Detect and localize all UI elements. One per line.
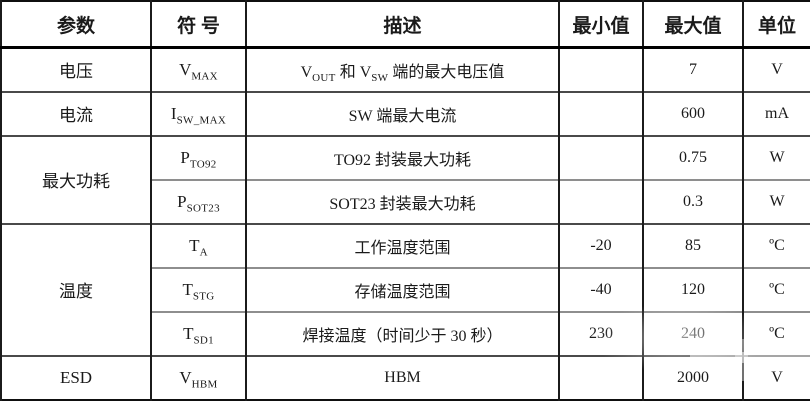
max-value-cell: 7 xyxy=(642,46,743,92)
param-cell: 电流 xyxy=(0,90,151,136)
min-value-cell xyxy=(558,134,643,180)
max-value-cell: 0.3 xyxy=(642,178,743,224)
min-value-cell xyxy=(558,90,643,136)
max-value-cell: 240 xyxy=(642,310,743,356)
header-row: 参数 符 号 描述 最小值 最大值 单位 xyxy=(0,1,810,49)
param-cell: 温度 xyxy=(0,222,151,356)
symbol-cell: TSD1 xyxy=(150,310,246,356)
symbol-cell: TA xyxy=(150,222,246,268)
description-cell: TO92 封装最大功耗 xyxy=(245,134,559,180)
unit-cell: V xyxy=(742,354,810,400)
table-row: 最大功耗 PTO92 TO92 封装最大功耗 0.75 W xyxy=(0,134,810,224)
description-cell: SOT23 封装最大功耗 xyxy=(245,178,559,224)
param-cell: ESD xyxy=(0,354,151,400)
unit-cell: ºC xyxy=(742,266,810,312)
symbol-cell: VHBM xyxy=(150,354,246,400)
param-cell: 最大功耗 xyxy=(0,134,151,224)
description-cell: 工作温度范围 xyxy=(245,222,559,268)
unit-cell: mA xyxy=(742,90,810,136)
symbol-cell: PTO92 xyxy=(150,134,246,180)
header-cell-min: 最小值 xyxy=(558,1,643,49)
table-row: TSTG 存储温度范围 -40 120 ºC xyxy=(1,266,810,312)
max-value-cell: 85 xyxy=(642,222,743,268)
max-value-cell: 2000 xyxy=(642,354,743,400)
description-cell: SW 端最大电流 xyxy=(245,90,559,136)
header-cell-symbol: 符 号 xyxy=(150,1,246,49)
header-cell-unit: 单位 xyxy=(742,1,810,49)
symbol-cell: TSTG xyxy=(150,266,246,312)
header-cell-description: 描述 xyxy=(245,1,559,49)
min-value-cell xyxy=(558,178,643,224)
table-row: 温度 TA 工作温度范围 -20 85 ºC xyxy=(0,222,810,356)
symbol-cell: PSOT23 xyxy=(150,178,246,224)
table-row: PSOT23 SOT23 封装最大功耗 0.3 W xyxy=(1,178,810,224)
param-cell: 电压 xyxy=(0,46,151,92)
min-value-cell xyxy=(558,354,643,400)
unit-cell: W xyxy=(742,134,810,180)
header-cell-max: 最大值 xyxy=(642,1,743,49)
table-row: ESD VHBM HBM 2000 V xyxy=(0,354,810,400)
min-value-cell: -20 xyxy=(558,222,643,268)
header-cell-param: 参数 xyxy=(0,1,151,49)
max-value-cell: 0.75 xyxy=(642,134,743,180)
description-cell: VOUT 和 VSW 端的最大电压值 xyxy=(245,46,559,92)
unit-cell: W xyxy=(742,178,810,224)
description-cell: 焊接温度（时间少于 30 秒） xyxy=(245,310,559,356)
min-value-cell: 230 xyxy=(558,310,643,356)
max-value-cell: 600 xyxy=(642,90,743,136)
description-cell: 存储温度范围 xyxy=(245,266,559,312)
min-value-cell: -40 xyxy=(558,266,643,312)
symbol-cell: ISW_MAX xyxy=(150,90,246,136)
table-row: 电压 VMAX VOUT 和 VSW 端的最大电压值 7 V xyxy=(0,46,810,92)
max-value-cell: 120 xyxy=(642,266,743,312)
description-cell: HBM xyxy=(245,354,559,400)
min-value-cell xyxy=(558,46,643,92)
unit-cell: ºC xyxy=(742,222,810,268)
unit-cell: ºC xyxy=(742,310,810,356)
table-body: 电压 VMAX VOUT 和 VSW 端的最大电压值 7 V 电流 ISW_MAX SW 端最… xyxy=(0,46,810,400)
table-row: 电流 ISW_MAX SW 端最大电流 600 mA xyxy=(0,90,810,136)
symbol-cell: VMAX xyxy=(150,46,246,92)
unit-cell: V xyxy=(742,46,810,92)
